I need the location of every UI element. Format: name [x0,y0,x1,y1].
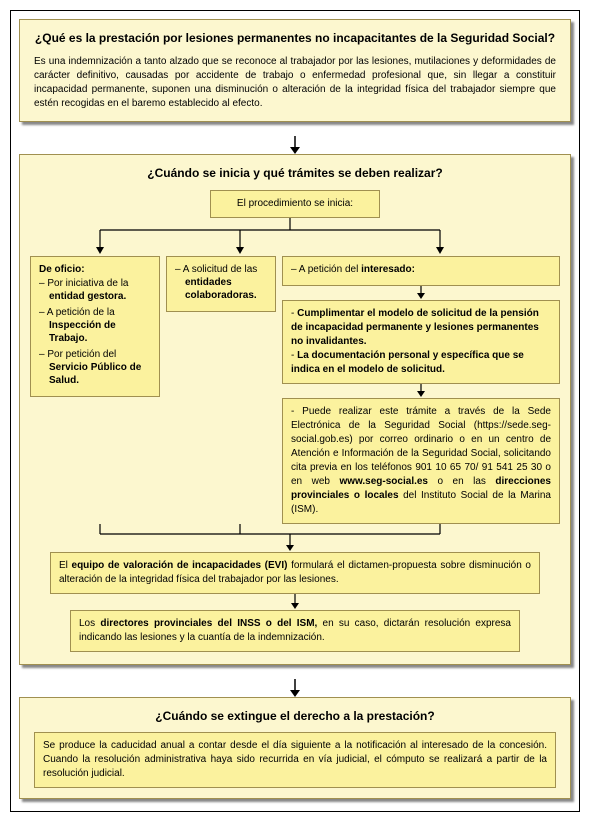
branch-columns: De oficio: Por iniciativa de la entidad … [30,256,560,524]
arrow-evi [30,594,560,610]
intro-body: Es una indemnización a tanto alzado que … [34,55,556,111]
section-extincion: ¿Cuándo se extingue el derecho a la pres… [19,697,571,800]
interesado-header: A petición del interesado: [291,263,551,276]
process-title: ¿Cuándo se inicia y qué trámites se debe… [30,165,560,182]
colab-list: A solicitud de las entidades colaborador… [175,263,267,302]
merge-connector [30,524,560,552]
oficio-item: Por iniciativa de la entidad gestora. [39,277,151,303]
col-oficio: De oficio: Por iniciativa de la entidad … [30,256,160,397]
col-interesado: A petición del interesado: - Cumplimenta… [282,256,560,524]
extincion-body: Se produce la caducidad anual a contar d… [34,732,556,788]
intro-title: ¿Qué es la prestación por lesiones perma… [34,30,556,47]
oficio-list: Por iniciativa de la entidad gestora. A p… [39,277,151,387]
col-colaboradoras: A solicitud de las entidades colaborador… [166,256,276,312]
page-frame: ¿Qué es la prestación por lesiones perma… [10,10,580,812]
section-intro: ¿Qué es la prestación por lesiones perma… [19,19,571,122]
directores-box: Los directores provinciales del INSS o d… [70,610,520,652]
interesado-tramite-box: - Puede realizar este trámite a través d… [282,398,560,524]
interesado-docs-box: - Cumplimentar el modelo de solicitud de… [282,300,560,384]
oficio-item: Por petición del Servicio Público de Sal… [39,348,151,387]
arrow-1 [19,136,571,154]
oficio-header-text: De oficio: [39,263,151,277]
evi-box: El equipo de valoración de incapacidades… [50,552,540,594]
extincion-title: ¿Cuándo se extingue el derecho a la pres… [34,708,556,725]
section-process: ¿Cuándo se inicia y qué trámites se debe… [19,154,571,665]
arrow-c3-1 [282,286,560,300]
branch-connector [30,218,560,256]
arrow-2 [19,679,571,697]
arrow-c3-2 [282,384,560,398]
interesado-header-box: A petición del interesado: [282,256,560,286]
colab-item: A solicitud de las entidades colaborador… [175,263,267,302]
colab-box: A solicitud de las entidades colaborador… [166,256,276,312]
start-box: El procedimiento se inicia: [210,190,380,218]
oficio-item: A petición de la Inspección de Trabajo. [39,306,151,345]
oficio-box: De oficio: Por iniciativa de la entidad … [30,256,160,397]
